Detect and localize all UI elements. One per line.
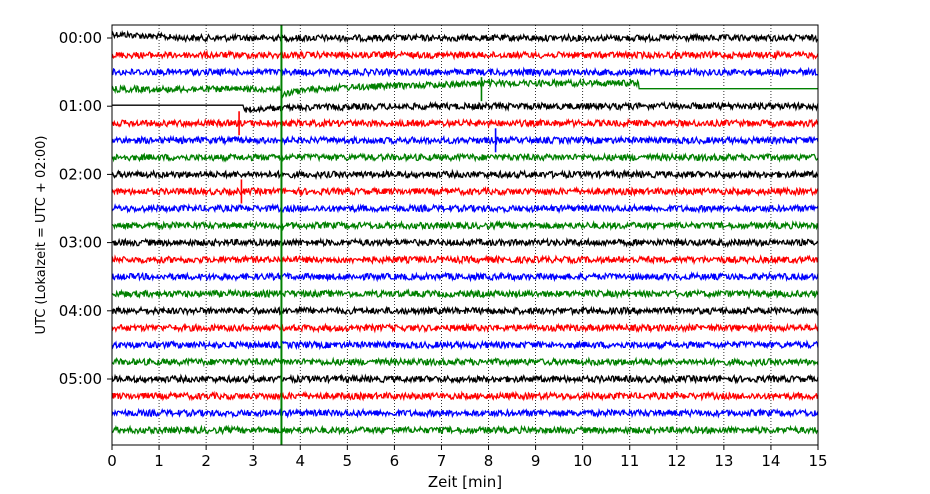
x-tick-label: 1	[154, 452, 164, 470]
x-axis: 0 1 2 3 4 5 6 7 8 9 10 11 12 13 14 15	[107, 445, 828, 470]
trace-line	[111, 322, 819, 334]
y-tick-label: 03:00	[59, 234, 102, 252]
x-tick-label: 5	[343, 452, 353, 470]
trace-line	[111, 424, 819, 436]
x-tick-label: 12	[667, 452, 686, 470]
trace-line	[111, 373, 819, 385]
y-axis: 00:00 01:00 02:00 03:00 04:00 05:00	[59, 29, 112, 388]
y-axis-label: UTC (Lokalzeit = UTC + 02:00)	[34, 136, 49, 335]
x-tick-label: 11	[620, 452, 639, 470]
traces	[111, 29, 819, 436]
y-tick-label: 04:00	[59, 302, 102, 320]
x-tick-label: 10	[573, 452, 592, 470]
x-axis-label: Zeit [min]	[428, 473, 502, 491]
trace-line	[111, 271, 819, 283]
y-tick-label: 02:00	[59, 165, 102, 183]
x-tick-label: 13	[714, 452, 733, 470]
trace-line	[111, 134, 819, 146]
x-tick-label: 3	[248, 452, 258, 470]
x-tick-label: 0	[107, 452, 117, 470]
trace-line	[112, 100, 819, 114]
trace-line	[111, 219, 819, 232]
x-tick-label: 4	[295, 452, 305, 470]
y-tick-label: 05:00	[59, 370, 102, 388]
x-tick-label: 9	[531, 452, 541, 470]
x-tick-label: 7	[437, 452, 447, 470]
x-tick-label: 15	[808, 452, 827, 470]
x-tick-label: 6	[390, 452, 400, 470]
trace-line	[111, 29, 819, 44]
trace-line	[111, 151, 819, 163]
y-tick-label: 01:00	[59, 97, 102, 115]
overlay	[238, 25, 497, 445]
grid	[158, 25, 772, 445]
trace-line	[111, 339, 819, 351]
trace-line	[111, 66, 819, 78]
y-tick-label: 00:00	[59, 29, 102, 47]
trace-line	[111, 356, 819, 368]
trace-line	[111, 168, 819, 181]
trace-line	[111, 254, 819, 266]
plot-background	[112, 25, 818, 445]
trace-line	[111, 77, 818, 100]
plot-frame	[111, 24, 819, 446]
trace-line	[111, 185, 819, 198]
trace-line	[111, 390, 819, 402]
trace-line	[111, 202, 819, 215]
trace-line	[111, 237, 819, 248]
trace-line	[111, 288, 819, 300]
trace-line	[111, 407, 819, 419]
x-tick-label: 14	[761, 452, 780, 470]
trace-line	[111, 117, 819, 129]
trace-line	[111, 305, 819, 317]
trace-line	[111, 49, 819, 61]
x-tick-label: 8	[484, 452, 494, 470]
x-tick-label: 2	[201, 452, 211, 470]
